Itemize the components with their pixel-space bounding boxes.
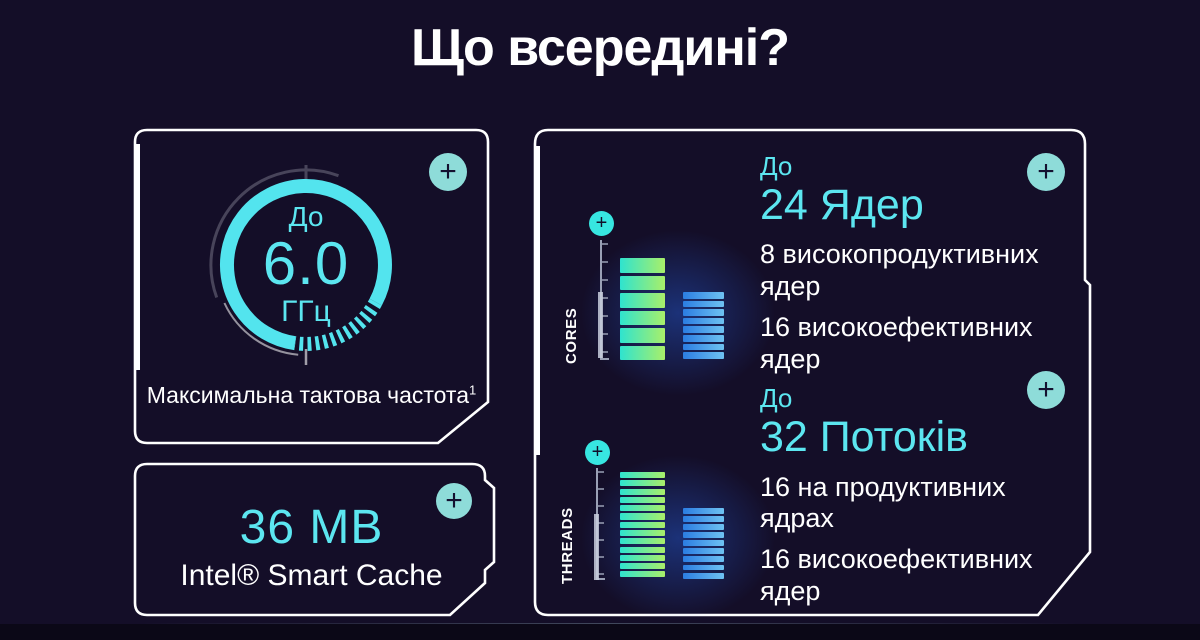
bar-block	[683, 564, 724, 571]
cache-expand-button[interactable]: +	[436, 483, 472, 519]
bar-block	[683, 343, 724, 351]
bar-block	[620, 472, 665, 479]
bar-block	[620, 571, 665, 578]
bar-block	[620, 513, 665, 520]
bar-block	[683, 326, 724, 333]
frequency-gauge: До 6.0 ГГц	[206, 165, 406, 365]
bar-block	[620, 546, 665, 553]
cores-headline: 24 Ядер	[760, 180, 924, 229]
bar-block	[620, 345, 665, 360]
cores-info-expand-button[interactable]: +	[1027, 153, 1065, 191]
bar-block	[620, 496, 665, 503]
bar-block	[620, 275, 665, 290]
bottom-letterbox-strip	[0, 623, 1200, 640]
bar-block	[620, 529, 665, 537]
bar-block	[683, 300, 724, 308]
bar-block	[620, 310, 665, 325]
bar-block	[620, 563, 665, 570]
cores-ruler	[598, 240, 609, 360]
footnote-marker: 1	[469, 382, 477, 398]
threads-pcore-bars	[620, 472, 665, 578]
threads-info-expand-button[interactable]: +	[1027, 371, 1065, 409]
threads-ruler	[594, 468, 605, 580]
threads-axis-label: THREADS	[559, 507, 576, 584]
frequency-card-frame	[133, 128, 490, 445]
gauge-unit: ГГц	[281, 294, 331, 328]
gauge-prefix: До	[288, 201, 324, 233]
bar-block	[683, 532, 724, 539]
threads-detail-ecores: 16 високоефективних ядер	[760, 544, 1033, 607]
bar-block	[683, 309, 724, 316]
threads-detail-pcores: 16 на продуктивних ядрах	[760, 471, 1006, 534]
cores-expand-button[interactable]: +	[589, 211, 614, 236]
bar-block	[620, 480, 665, 487]
threads-prefix: До	[760, 383, 793, 414]
bar-block	[683, 548, 724, 555]
bar-block	[620, 258, 665, 273]
cache-content: 36 MB Intel® Smart Cache	[133, 462, 490, 617]
bar-block	[683, 556, 724, 563]
bar-block	[683, 572, 724, 579]
gauge-value: 6.0	[262, 229, 350, 297]
bar-block	[683, 317, 724, 325]
bar-block	[683, 334, 724, 342]
bar-block	[620, 328, 665, 343]
gauge-text: До 6.0 ГГц	[206, 165, 406, 365]
bar-block	[620, 538, 665, 545]
frequency-expand-button[interactable]: +	[429, 153, 467, 191]
bar-block	[620, 488, 665, 495]
page-title: Що всередині?	[411, 19, 790, 77]
cores-detail-ecores: 16 високоефективних ядер	[760, 311, 1033, 374]
bar-block	[620, 554, 665, 561]
bar-block	[620, 521, 665, 528]
cache-card-frame	[133, 462, 496, 617]
frequency-caption-text: Максимальна тактова частота	[146, 382, 470, 408]
cache-label: Intel® Smart Cache	[180, 559, 443, 592]
bar-block	[620, 505, 665, 512]
cores-detail-pcores: 8 високопродуктивних ядер	[760, 239, 1039, 301]
frequency-caption: Максимальна тактова частота1	[133, 382, 490, 409]
gauge-ring	[209, 165, 392, 365]
bar-block	[683, 292, 724, 299]
cores-ecore-bars	[683, 292, 724, 359]
spec-column: До 24 Ядер 8 високопродуктивних ядер 16 …	[760, 152, 1072, 617]
bar-block	[683, 540, 724, 547]
cores-threads-card: + CORES + THREADS До 24 Ядер 8 високопро…	[533, 128, 1092, 640]
cache-value: 36 MB	[239, 501, 384, 554]
threads-expand-button[interactable]: +	[585, 440, 610, 465]
threads-headline: 32 Потоків	[760, 413, 968, 462]
bar-block	[683, 516, 724, 522]
frequency-card: До 6.0 ГГц Максимальна тактова частота1 …	[133, 128, 490, 445]
cores-prefix: До	[760, 151, 793, 181]
cache-card: 36 MB Intel® Smart Cache +	[133, 462, 496, 617]
threads-ecore-bars	[683, 508, 724, 579]
cores-axis-label: CORES	[563, 307, 580, 364]
bar-block	[683, 352, 724, 359]
bar-block	[620, 293, 665, 308]
bar-block	[683, 524, 724, 531]
cores-pcore-bars	[620, 258, 665, 360]
bar-block	[683, 508, 724, 514]
